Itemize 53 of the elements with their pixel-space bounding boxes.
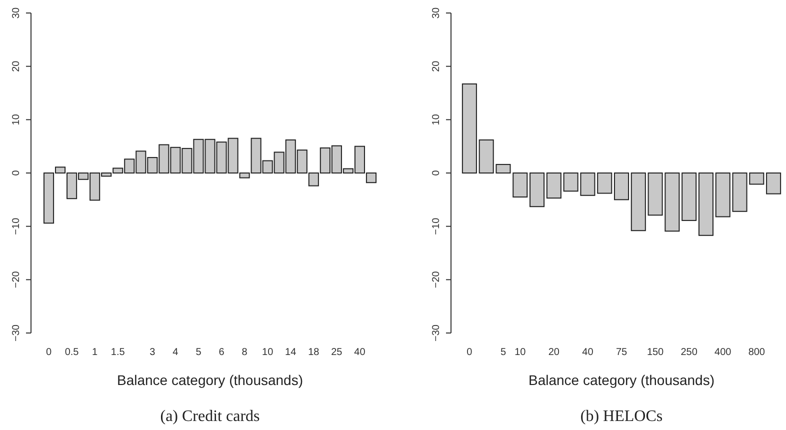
bar (530, 172, 545, 208)
x-tick-label: 0 (46, 347, 52, 358)
y-tick-label: 30 (431, 7, 442, 19)
y-tick-label: −10 (11, 217, 22, 235)
x-tick-label: 250 (680, 347, 698, 358)
x-tick-label: 1 (92, 347, 98, 358)
y-tick-label: 30 (11, 7, 22, 19)
bar (682, 172, 697, 221)
y-tick-label: 20 (431, 60, 442, 72)
x-axis-title: Balance category (thousands) (528, 372, 714, 388)
y-tick-label: −20 (11, 270, 22, 288)
x-tick-label: 150 (646, 347, 664, 358)
x-tick-label: 14 (285, 347, 297, 358)
bar (512, 172, 528, 198)
x-tick-label: 400 (714, 347, 732, 358)
x-tick-label: 25 (331, 347, 343, 358)
x-tick-label: 8 (242, 347, 248, 358)
x-tick-label: 4 (172, 347, 179, 358)
text: (b) HELOCs (580, 408, 663, 425)
bar (462, 83, 477, 174)
x-tick-label: 5 (196, 347, 202, 358)
x-tick-label: 3 (150, 347, 156, 358)
y-tick-label: 0 (431, 170, 442, 176)
bar (698, 172, 714, 236)
y-tick-label: −30 (431, 324, 442, 342)
bar (597, 172, 612, 194)
y-tick-label: 10 (11, 114, 22, 126)
x-tick-label: 40 (582, 347, 594, 358)
x-tick-label: 20 (548, 347, 560, 358)
x-tick-label: 0.5 (64, 347, 80, 358)
bar (546, 172, 562, 199)
y-tick-label: 20 (11, 60, 22, 72)
y-tick-label: −10 (431, 217, 442, 235)
bar (715, 172, 730, 218)
bar (630, 172, 646, 232)
x-axis-title: Balance category (thousands) (117, 372, 303, 388)
bar (766, 172, 782, 194)
y-tick-label: 10 (431, 114, 442, 126)
y-tick-label: −20 (431, 270, 442, 288)
x-tick-label: 18 (308, 347, 320, 358)
text: (a) Credit cards (160, 408, 260, 425)
y-tick-label: −30 (11, 324, 22, 342)
y-tick-label: 0 (11, 170, 22, 176)
x-tick-label: 40 (354, 347, 366, 358)
x-tick-label: 5 (500, 347, 506, 358)
x-tick-label: 75 (616, 347, 628, 358)
x-tick-label: 800 (748, 347, 766, 358)
x-tick-label: 0 (466, 347, 473, 358)
x-tick-label: 1.5 (110, 347, 126, 358)
x-tick-label: 6 (218, 347, 225, 358)
x-tick-label: 10 (262, 347, 274, 358)
bar (614, 172, 630, 200)
x-tick-label: 10 (514, 347, 526, 358)
